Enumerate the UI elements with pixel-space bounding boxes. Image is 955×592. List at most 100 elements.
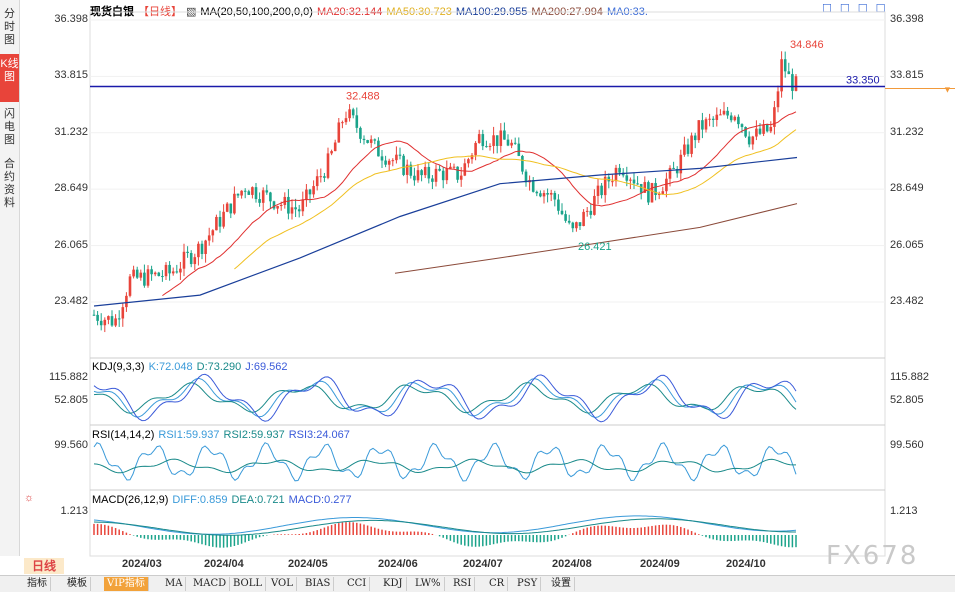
toolbar-1[interactable]: 模板 (64, 577, 91, 591)
candle-body (629, 179, 632, 181)
candle-body (143, 272, 146, 286)
candle-body (395, 154, 398, 161)
candle-body (449, 166, 452, 169)
toolbar-13[interactable]: PSY (514, 577, 542, 591)
toolbar-5[interactable]: BOLL (230, 577, 267, 591)
candle-body (668, 167, 672, 179)
candle-body (416, 170, 420, 181)
indicator-tick: 115.882 (49, 371, 88, 383)
ma20-line (162, 111, 797, 297)
macd-settings-icon[interactable]: ☼ (24, 492, 35, 504)
kdj-label: KDJ(9,3,3) K:72.048 D:73.290 J:69.562 (92, 361, 291, 373)
candle-body (639, 184, 643, 193)
candle-body (589, 210, 593, 215)
candle-body (279, 204, 283, 207)
x-tick-date: 2024/04 (204, 558, 244, 570)
candle-body (596, 185, 600, 196)
candle-body (549, 192, 553, 195)
toolbar-14[interactable]: 设置 (548, 577, 575, 591)
plot-frame (89, 11, 886, 557)
candle-body (189, 252, 193, 265)
ma100-line (93, 156, 798, 307)
candle-body (413, 175, 416, 181)
candle-body (380, 156, 384, 161)
y-tick-left: 31.232 (54, 125, 88, 138)
candle-body (315, 176, 319, 187)
indicator-tick: 1.213 (60, 505, 88, 517)
candle-body (265, 190, 269, 193)
close-icon[interactable]: ☐ (875, 3, 886, 15)
kdj-k-line (93, 377, 797, 419)
candle-body (733, 116, 737, 121)
candle-body (737, 116, 740, 125)
toolbar-6[interactable]: VOL (268, 577, 297, 591)
toolbar-8[interactable]: CCI (344, 577, 371, 591)
candle-body (384, 160, 387, 165)
toolbar-12[interactable]: CR (486, 577, 509, 591)
kdj-k: K:72.048 (148, 361, 193, 373)
zoom-out-icon[interactable]: ☐ (839, 3, 850, 15)
toolbar-3[interactable]: MA (162, 577, 187, 591)
x-tick-date: 2024/09 (640, 558, 680, 570)
x-tick-date: 2024/05 (288, 558, 328, 570)
toolbar-11[interactable]: RSI (450, 577, 476, 591)
candle-body (603, 176, 607, 196)
kdj-params[interactable]: KDJ(9,3,3) (92, 361, 145, 373)
macd-label: MACD(26,12,9) DIFF:0.859 DEA:0.721 MACD:0.2… (92, 494, 356, 506)
toolbar-4[interactable]: MACD (190, 577, 231, 591)
toolbar-10[interactable]: LW% (412, 577, 445, 591)
expand-icon[interactable]: ☐ (857, 3, 868, 15)
candle-body (211, 230, 215, 236)
candle-body (243, 190, 247, 192)
candle-body (697, 120, 701, 141)
zoom-in-icon[interactable]: ☐ (822, 3, 832, 15)
candle-body (121, 307, 125, 319)
candle-body (729, 115, 733, 121)
candle-body (452, 166, 456, 168)
ma50-line (234, 129, 797, 270)
y-tick-left: 26.065 (54, 238, 88, 251)
candle-body (560, 210, 564, 215)
tab-contract-info[interactable]: 合约资料 (4, 158, 15, 209)
window-icons: ☐ ☐ ☐ ☐ (822, 2, 886, 15)
candle-body (229, 203, 233, 214)
x-tick-date: 2024/07 (463, 558, 503, 570)
candle-body (117, 318, 121, 320)
y-tick-right: 26.065 (890, 238, 924, 251)
candle-body (542, 193, 546, 197)
rsi-label: RSI(14,14,2) RSI1:59.937 RSI2:59.937 RSI3:2… (92, 429, 354, 441)
candle-body (521, 155, 524, 172)
candle-body (355, 115, 359, 128)
tab-flash-chart[interactable]: 闪电图 (4, 108, 15, 146)
candle-body (607, 176, 611, 182)
period-button[interactable]: 日线 (24, 558, 64, 574)
toolbar-9[interactable]: KDJ (380, 577, 407, 591)
candle-body (510, 142, 513, 146)
macd-params[interactable]: MACD(26,12,9) (92, 494, 169, 506)
candle-body (618, 167, 621, 173)
indicator-tick: 1.213 (890, 505, 918, 517)
candle-body (726, 110, 729, 116)
toolbar-0[interactable]: 指标 (24, 577, 51, 591)
candle-body (319, 176, 323, 178)
candle-body (333, 142, 337, 152)
candle-body (553, 192, 557, 200)
candle-body (171, 271, 175, 274)
candle-body (481, 134, 485, 147)
toolbar-7[interactable]: BIAS (302, 577, 335, 591)
tab-kline-chart[interactable]: K线图 (0, 54, 19, 102)
bottom-toolbar: 指标 模板 VIP指标 MA MACD BOLL VOL BIAS CCI KDJ LW% RSI CR… (0, 575, 955, 592)
candle-body (744, 127, 747, 137)
toolbar-2[interactable]: VIP指标 (104, 577, 149, 591)
candle-body (647, 182, 650, 203)
y-tick-left: 33.815 (54, 69, 88, 82)
tab-time-chart[interactable]: 分时图 (4, 8, 15, 46)
candle-body (200, 243, 204, 254)
rsi-params[interactable]: RSI(14,14,2) (92, 429, 155, 441)
indicator-tick: 52.805 (54, 394, 88, 406)
candle-body (686, 144, 690, 154)
candle-body (193, 257, 197, 265)
rsi1: RSI1:59.937 (158, 429, 220, 441)
candle-body (222, 211, 225, 227)
